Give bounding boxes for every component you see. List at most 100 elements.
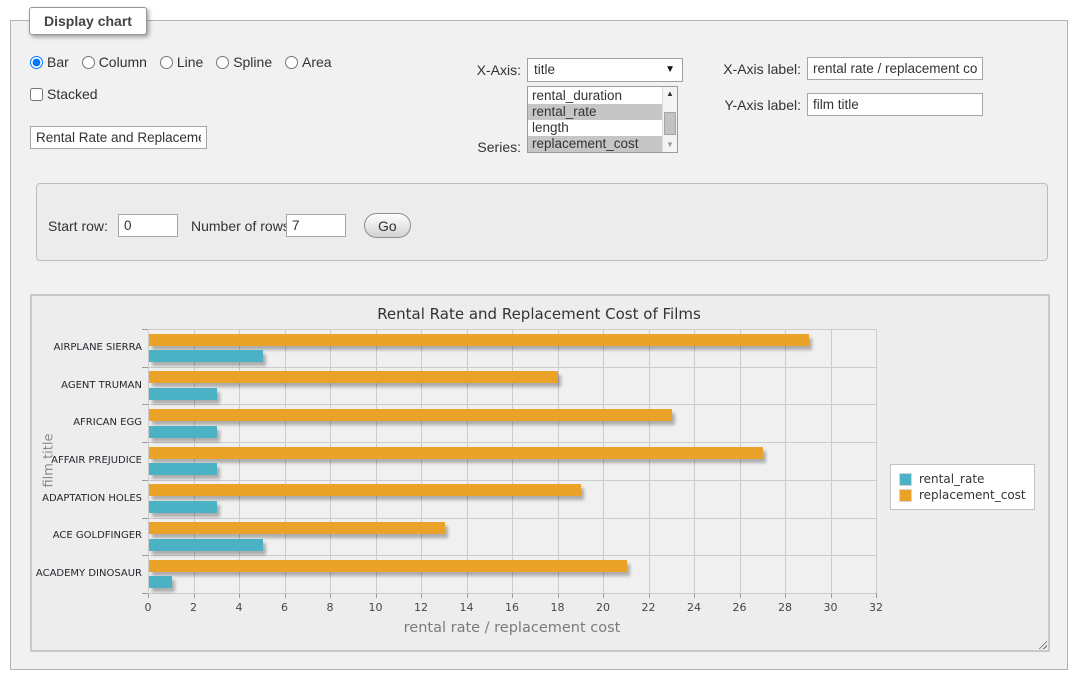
series-scrollbar[interactable]: ▲ ▼ bbox=[662, 87, 677, 152]
x-axis-tick-label: 12 bbox=[401, 601, 441, 614]
chart-type-radio-area[interactable] bbox=[285, 56, 298, 69]
y-axis-tick bbox=[142, 518, 148, 519]
gridline-vertical bbox=[148, 329, 149, 593]
x-axis-tick-label: 30 bbox=[811, 601, 851, 614]
bar bbox=[149, 501, 217, 513]
category-label: AIRPLANE SIERRA bbox=[0, 342, 142, 353]
gridline-vertical bbox=[558, 329, 559, 593]
x-axis-tick-label: 28 bbox=[765, 601, 805, 614]
chart-type-option-spline[interactable]: Spline bbox=[216, 54, 272, 70]
x-axis-tick-label: 2 bbox=[174, 601, 214, 614]
y-axis-tick bbox=[142, 480, 148, 481]
series-option-replacement-cost[interactable]: replacement_cost bbox=[528, 136, 662, 152]
chart-type-radio-bar[interactable] bbox=[30, 56, 43, 69]
x-axis-tick-label: 10 bbox=[356, 601, 396, 614]
x-axis-tick-label: 4 bbox=[219, 601, 259, 614]
gridline-vertical bbox=[512, 329, 513, 593]
gridline-vertical bbox=[421, 329, 422, 593]
series-option-rental-duration[interactable]: rental_duration bbox=[528, 88, 662, 104]
y-axis-tick bbox=[142, 367, 148, 368]
chart-title: Rental Rate and Replacement Cost of Film… bbox=[32, 305, 1046, 323]
gridline-horizontal bbox=[148, 404, 876, 405]
gridline-vertical bbox=[194, 329, 195, 593]
gridline-vertical bbox=[330, 329, 331, 593]
gridline-vertical bbox=[649, 329, 650, 593]
chart-legend: rental_rate replacement_cost bbox=[890, 464, 1035, 510]
gridline-vertical bbox=[239, 329, 240, 593]
y-axis-tick bbox=[142, 329, 148, 330]
fieldset-title: Display chart bbox=[29, 7, 147, 35]
x-axis-select-label: X-Axis: bbox=[431, 62, 521, 78]
series-option-length[interactable]: length bbox=[528, 120, 662, 136]
gridline-vertical bbox=[376, 329, 377, 593]
start-row-input[interactable] bbox=[118, 214, 178, 237]
legend-label: replacement_cost bbox=[912, 488, 1026, 502]
gridline-horizontal bbox=[148, 367, 876, 368]
y-axis-label-input[interactable] bbox=[807, 93, 983, 116]
series-option-label: rental_duration bbox=[532, 88, 622, 103]
x-axis-tick-label: 22 bbox=[629, 601, 669, 614]
legend-row: replacement_cost bbox=[899, 488, 1026, 502]
x-axis-tick-label: 20 bbox=[583, 601, 623, 614]
chart-title-input[interactable] bbox=[30, 126, 207, 149]
x-axis-tick-label: 18 bbox=[538, 601, 578, 614]
chart-type-label: Spline bbox=[233, 54, 272, 70]
number-of-rows-label: Number of rows: bbox=[191, 218, 294, 234]
x-axis-label-input[interactable] bbox=[807, 57, 983, 80]
row-range-panel: Start row: Number of rows: Go bbox=[36, 183, 1048, 261]
stacked-checkbox[interactable] bbox=[30, 88, 43, 101]
scroll-up-icon[interactable]: ▲ bbox=[663, 87, 677, 100]
y-axis-tick bbox=[142, 593, 148, 594]
bar bbox=[149, 522, 445, 534]
x-axis-tick-label: 26 bbox=[720, 601, 760, 614]
stacked-option[interactable]: Stacked bbox=[30, 86, 98, 102]
x-axis-tick-label: 32 bbox=[856, 601, 896, 614]
number-of-rows-input[interactable] bbox=[286, 214, 346, 237]
bar bbox=[149, 350, 263, 362]
x-axis-selected-value: title bbox=[534, 62, 555, 77]
gridline-horizontal bbox=[148, 329, 876, 330]
chart-type-label: Column bbox=[99, 54, 147, 70]
bar bbox=[149, 426, 217, 438]
x-axis-tick-label: 14 bbox=[447, 601, 487, 614]
x-axis-select[interactable]: title ▼ bbox=[527, 58, 683, 82]
category-label: ADAPTATION HOLES bbox=[0, 493, 142, 504]
gridline-vertical bbox=[694, 329, 695, 593]
category-label: ACADEMY DINOSAUR bbox=[0, 568, 142, 579]
gridline-vertical bbox=[831, 329, 832, 593]
chart-type-option-bar[interactable]: Bar bbox=[30, 54, 69, 70]
y-axis-label-caption: Y-Axis label: bbox=[717, 97, 801, 113]
series-option-rental-rate[interactable]: rental_rate bbox=[528, 104, 662, 120]
y-axis-tick bbox=[142, 404, 148, 405]
gridline-vertical bbox=[740, 329, 741, 593]
gridline-horizontal bbox=[148, 555, 876, 556]
gridline-horizontal bbox=[148, 480, 876, 481]
chevron-down-icon: ▼ bbox=[665, 64, 675, 75]
scroll-down-icon[interactable]: ▼ bbox=[663, 138, 677, 151]
chart-type-label: Area bbox=[302, 54, 332, 70]
x-axis-tick-label: 16 bbox=[492, 601, 532, 614]
start-row-label: Start row: bbox=[48, 218, 108, 234]
bar bbox=[149, 539, 263, 551]
chart-type-radio-line[interactable] bbox=[160, 56, 173, 69]
series-select-label: Series: bbox=[431, 139, 521, 155]
resize-handle-icon[interactable] bbox=[1036, 638, 1047, 649]
bar bbox=[149, 334, 809, 346]
bar bbox=[149, 388, 217, 400]
chart-type-radio-column[interactable] bbox=[82, 56, 95, 69]
chart-type-group: Bar Column Line Spline Area bbox=[30, 54, 341, 70]
scrollbar-thumb[interactable] bbox=[664, 112, 676, 135]
chart-type-radio-spline[interactable] bbox=[216, 56, 229, 69]
y-axis-tick bbox=[142, 555, 148, 556]
y-axis-tick bbox=[142, 442, 148, 443]
legend-label: rental_rate bbox=[912, 472, 984, 486]
legend-row: rental_rate bbox=[899, 472, 1026, 486]
series-multiselect[interactable]: rental_duration rental_rate length repla… bbox=[527, 86, 678, 153]
chart-type-option-line[interactable]: Line bbox=[160, 54, 203, 70]
legend-swatch bbox=[899, 489, 912, 502]
chart-type-option-area[interactable]: Area bbox=[285, 54, 332, 70]
series-option-label: rental_rate bbox=[532, 104, 597, 119]
chart-type-option-column[interactable]: Column bbox=[82, 54, 147, 70]
go-button[interactable]: Go bbox=[364, 213, 411, 238]
bar bbox=[149, 484, 581, 496]
